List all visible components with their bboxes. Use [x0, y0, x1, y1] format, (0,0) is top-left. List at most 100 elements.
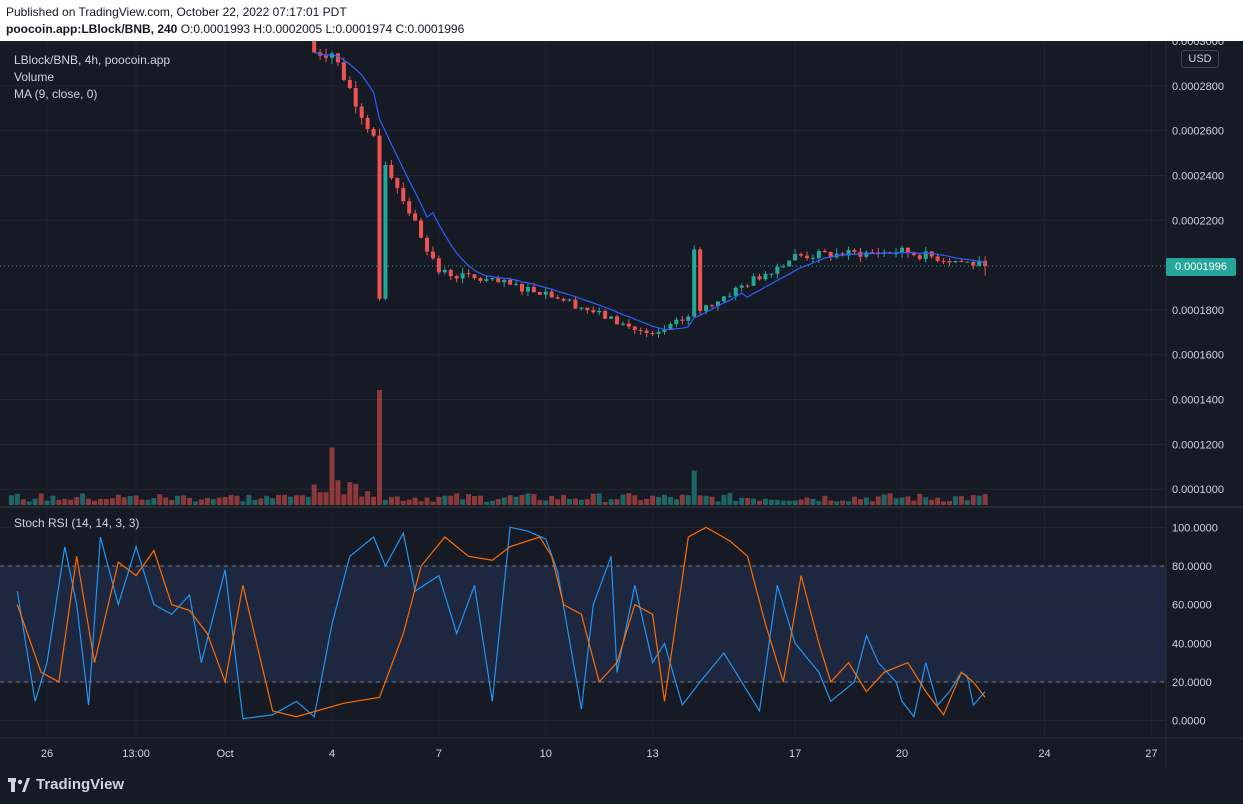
price-tick-label: 0.0001000: [1172, 484, 1224, 496]
candle-body: [537, 292, 542, 295]
volume-bar: [127, 495, 133, 505]
volume-bar: [276, 494, 282, 505]
price-tick-label: 0.0002600: [1172, 126, 1224, 138]
time-tick-label: 10: [540, 748, 552, 760]
volume-bar: [757, 500, 762, 505]
volume-bar: [92, 500, 97, 505]
volume-bar: [852, 496, 857, 505]
candle-body: [478, 278, 483, 281]
price-tick-label: 0.0002800: [1172, 81, 1224, 93]
volume-bar: [282, 494, 287, 505]
volume-bar: [840, 500, 846, 505]
candle-body: [721, 296, 726, 302]
volume-bar: [442, 495, 448, 505]
candle-body: [650, 332, 655, 334]
volume-bar: [145, 499, 151, 505]
volume-bar: [359, 496, 365, 505]
volume-bar: [14, 493, 20, 505]
candle-body: [787, 260, 792, 267]
volume-bar: [976, 495, 982, 505]
volume-bar: [561, 494, 567, 505]
volume-bar: [703, 495, 709, 505]
volume-bar: [86, 498, 92, 505]
chart-area[interactable]: 0.0003000 0.0002800 0.0002600 0.0002400 0.00…: [0, 41, 1243, 767]
volume-bar: [216, 497, 222, 505]
chart-canvas[interactable]: 0.0003000 0.0002800 0.0002600 0.0002400 0.00…: [0, 41, 1243, 767]
candle-body: [674, 319, 679, 325]
candle-body: [775, 266, 780, 274]
candle-body: [911, 253, 916, 256]
time-tick-label: 27: [1145, 748, 1157, 760]
volume-bar: [525, 493, 531, 505]
candle-body: [341, 62, 346, 80]
volume-bar: [198, 499, 204, 505]
candle-body: [745, 285, 750, 287]
volume-bar: [258, 498, 264, 505]
candle-body: [413, 213, 418, 221]
candle-body: [656, 331, 661, 334]
currency-button[interactable]: USD: [1181, 50, 1219, 68]
candle-body: [917, 255, 922, 259]
candle-body: [799, 254, 804, 256]
volume-bar: [970, 494, 976, 505]
candle-body: [686, 316, 691, 321]
symbol-line: poocoin.app:LBlock/BNB, 240 O:0.0001993 …: [6, 22, 464, 36]
stoch-k-line: [16, 526, 986, 720]
volume-bar: [299, 495, 305, 505]
volume-bar: [495, 499, 501, 505]
candle-body: [692, 249, 697, 317]
candle-body: [436, 258, 441, 273]
volume-bar: [388, 496, 394, 505]
candle-body: [502, 279, 507, 283]
volume-bar: [418, 501, 424, 505]
volume-bar: [454, 493, 460, 505]
candle-body: [953, 260, 958, 263]
volume-bar: [768, 499, 774, 505]
candle-body: [561, 298, 566, 301]
volume-bar: [483, 501, 489, 505]
price-tick-label: 0.0002200: [1172, 215, 1224, 227]
volume-bar: [365, 491, 371, 505]
volume-bar: [74, 497, 80, 505]
stoch-d-line: [16, 526, 986, 718]
candle-body: [852, 250, 857, 252]
volume-bar: [572, 498, 578, 505]
volume-bar: [329, 447, 335, 505]
candle-body: [876, 252, 881, 254]
volume-bar: [430, 501, 436, 505]
candle-body: [401, 187, 406, 202]
candle-body: [484, 279, 489, 281]
volume-bar: [982, 494, 988, 505]
volume-bar: [917, 493, 923, 505]
volume-bar: [187, 497, 192, 505]
candle-body: [585, 307, 590, 311]
volume-bar: [103, 499, 109, 505]
candle-body: [715, 301, 720, 306]
candle-body: [597, 310, 602, 313]
volume-bar: [685, 495, 691, 505]
candle-body: [864, 252, 869, 257]
stoch-tick-label: 60.0000: [1172, 600, 1212, 612]
candle-body: [430, 251, 435, 259]
price-tick-label: 0.0003000: [1172, 41, 1224, 48]
candle-body: [680, 319, 685, 321]
volume-bar: [650, 495, 656, 505]
volume-bar: [733, 500, 739, 505]
volume-bar: [899, 497, 905, 505]
tradingview-logo-icon: [8, 777, 30, 792]
volume-bar: [323, 492, 329, 505]
candle-body: [335, 53, 340, 63]
time-tick-label: 13: [647, 748, 659, 760]
tradingview-logo[interactable]: TradingView: [8, 776, 124, 793]
volume-bar: [489, 500, 495, 505]
candle-body: [923, 251, 928, 259]
price-tick-label: 0.0001800: [1172, 305, 1224, 317]
candle-body: [846, 250, 851, 256]
volume-bar: [448, 495, 454, 505]
volume-bar: [567, 498, 572, 505]
volume-bar: [727, 493, 733, 505]
volume-bar: [436, 496, 442, 505]
legend-volume: Volume: [14, 70, 55, 84]
candle-body: [793, 254, 798, 261]
candle-body: [781, 266, 786, 268]
